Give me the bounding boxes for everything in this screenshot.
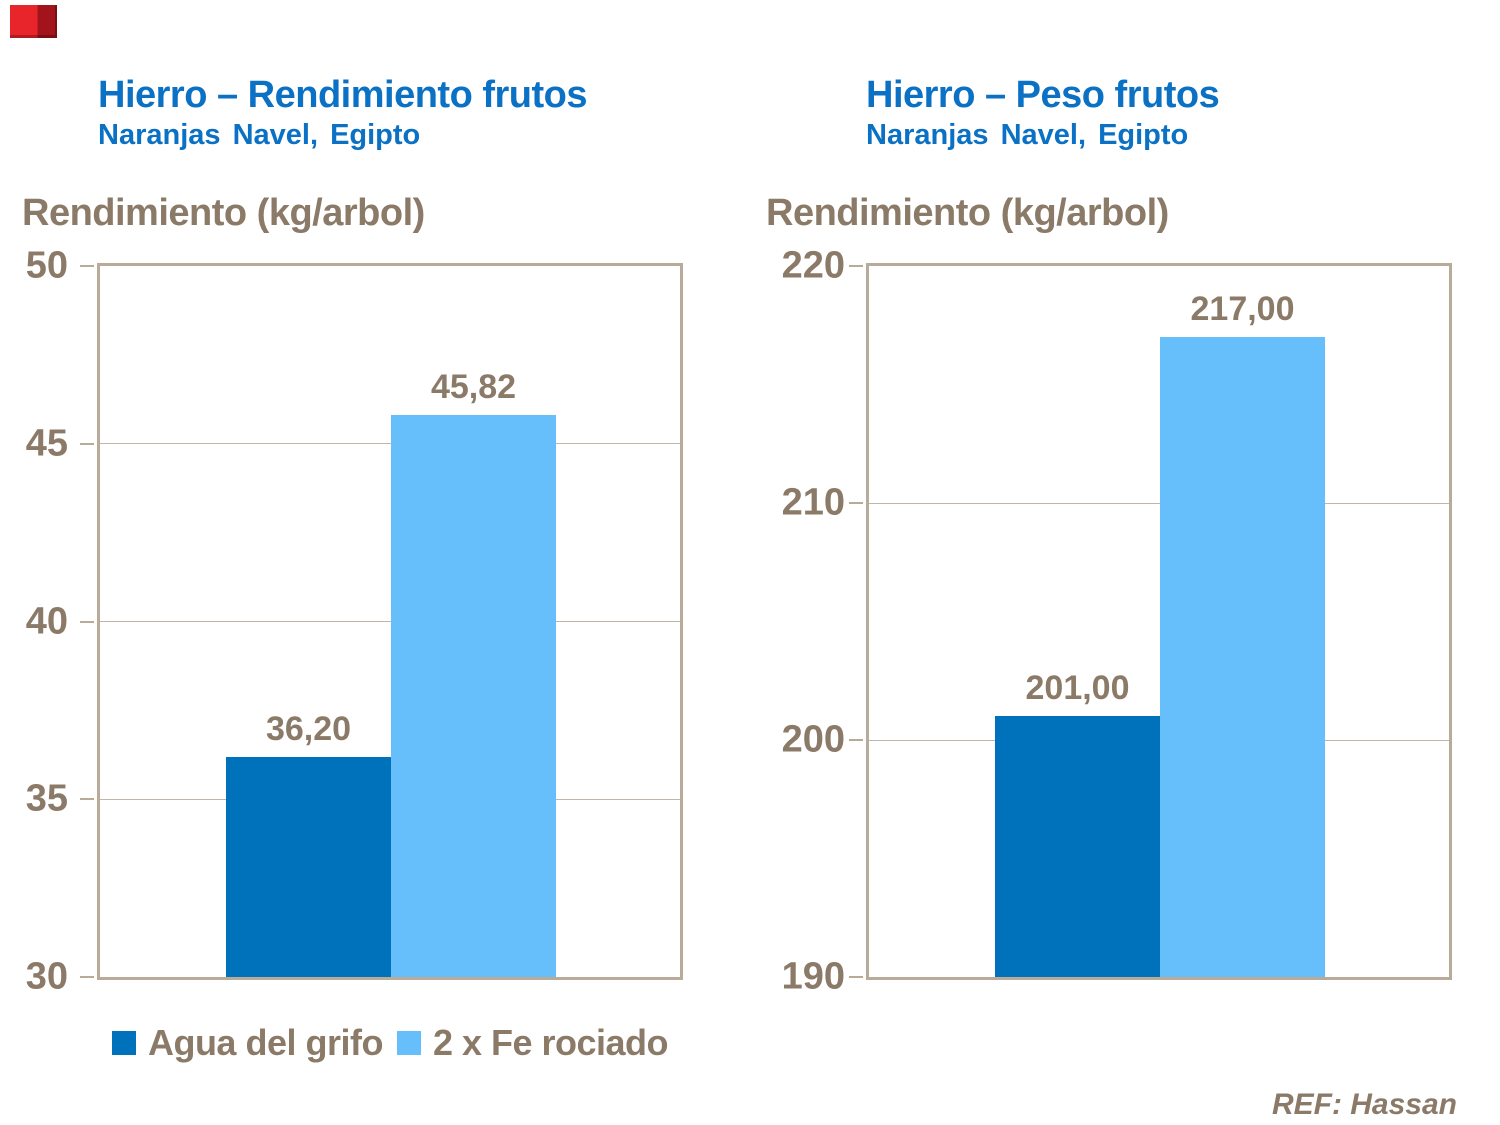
chart-title-right: Hierro – Peso frutos: [866, 74, 1220, 116]
y-tick-label: 30: [25, 955, 68, 998]
y-tick-mark: [849, 502, 863, 504]
bar-value-label: 201,00: [1025, 669, 1130, 708]
y-tick-mark: [849, 739, 863, 741]
bar-value-label: 217,00: [1190, 290, 1295, 329]
chart-title-left: Hierro – Rendimiento frutos: [98, 74, 588, 116]
legend-label-2x-fe-rociado: 2 x Fe rociado: [432, 1022, 669, 1063]
plot-area-left: 36,20 45,82: [97, 263, 683, 980]
y-tick-mark: [80, 442, 94, 445]
gridline: [100, 443, 680, 445]
legend: Agua del grifo 2 x Fe rociado: [97, 1020, 683, 1066]
y-tick-mark: [80, 620, 94, 623]
reference-text: REF: Hassan: [1271, 1088, 1457, 1121]
bar-value-label: 45,82: [430, 367, 517, 406]
legend-item-agua-del-grifo: Agua del grifo: [111, 1022, 384, 1064]
chart-subtitle-right: Naranjas Navel, Egipto: [866, 119, 1189, 151]
y-axis-label-left: Rendimiento (kg/arbol): [22, 192, 425, 234]
y-tick-label: 220: [781, 244, 845, 287]
y-tick-label: 190: [781, 955, 845, 998]
y-tick-label: 200: [781, 718, 845, 761]
gridline: [100, 798, 680, 800]
gridline: [869, 502, 1449, 504]
chart-subtitle-left: Naranjas Navel, Egipto: [98, 119, 421, 151]
bar-agua-del-grifo: [226, 756, 391, 977]
y-tick-label: 40: [25, 600, 68, 642]
y-tick-mark: [849, 265, 863, 267]
y-tick-label: 35: [25, 777, 68, 820]
y-tick-label: 50: [25, 244, 68, 287]
plot-area-right: 201,00 217,00: [866, 263, 1452, 980]
y-tick-label: 210: [781, 481, 845, 524]
red-corner-logo: [10, 5, 57, 38]
legend-item-2x-fe-rociado: 2 x Fe rociado: [396, 1022, 669, 1064]
gridline: [869, 739, 1449, 741]
gridline: [100, 621, 680, 622]
y-tick-mark: [849, 976, 863, 978]
legend-swatch-light-blue: [396, 1031, 421, 1055]
bar-value-label: 36,20: [265, 709, 352, 748]
bar-2-x-fe-rociado: [1160, 337, 1325, 977]
legend-swatch-dark-blue: [111, 1031, 136, 1055]
bar-2-x-fe-rociado: [391, 414, 556, 977]
y-tick-mark: [80, 976, 94, 978]
y-axis-label-right: Rendimiento (kg/arbol): [766, 192, 1169, 234]
legend-label-agua-del-grifo: Agua del grifo: [147, 1022, 384, 1063]
y-tick-label: 45: [25, 422, 68, 465]
y-tick-mark: [80, 798, 94, 801]
bar-agua-del-grifo: [995, 716, 1160, 977]
y-tick-mark: [80, 265, 94, 267]
